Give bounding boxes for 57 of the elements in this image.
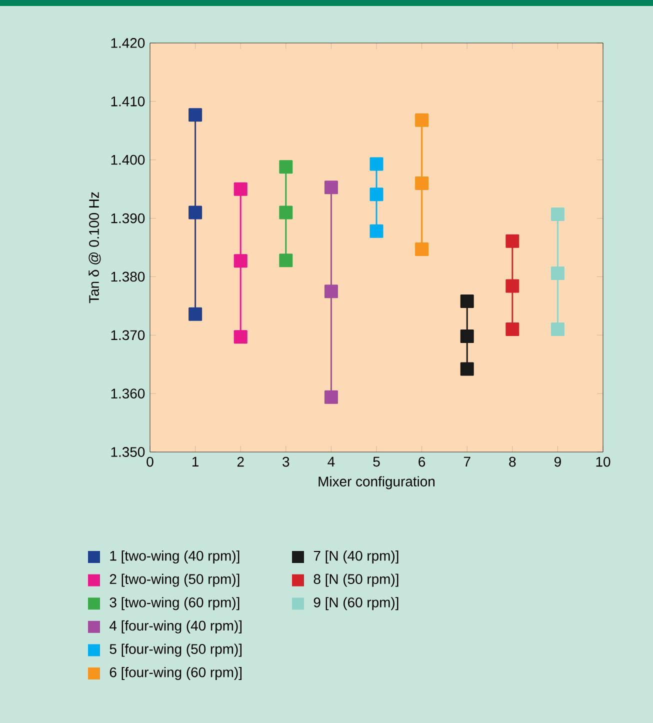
legend-label: 8 [N (50 rpm)] [314, 574, 398, 587]
x-tick-label: 5 [373, 456, 380, 467]
legend-label: 6 [four-wing (60 rpm)] [110, 666, 242, 680]
point [279, 254, 293, 268]
point [415, 113, 429, 127]
legend-label: 5 [four-wing (50 rpm)] [110, 644, 242, 657]
x-axis-title: Mixer configuration [318, 476, 434, 490]
legend-label: 9 [N (60 rpm)] [314, 597, 398, 610]
point [324, 390, 338, 404]
point [234, 254, 248, 268]
legend-label: 2 [two-wing (50 rpm)] [110, 574, 240, 587]
x-tick-label: 4 [328, 456, 335, 466]
point [370, 224, 384, 238]
y-tick-label: 1.390 [111, 213, 145, 224]
y-tick-label: 1.370 [111, 330, 145, 340]
legend-label: 4 [four-wing (40 rpm)] [110, 620, 242, 634]
x-tick-label: 2 [237, 456, 244, 467]
point [460, 362, 474, 376]
y-tick-label: 1.360 [111, 388, 145, 399]
point [460, 294, 474, 308]
x-tick-label: 7 [464, 456, 470, 466]
x-tick-label: 10 [596, 456, 610, 467]
point [550, 266, 564, 280]
x-tick-label: 9 [554, 456, 561, 467]
point [324, 180, 338, 194]
point [415, 176, 429, 190]
y-axis-title: Tan δ @ 0.100 Hz [88, 192, 101, 304]
y-tick-label: 1.400 [111, 154, 145, 165]
point [279, 160, 293, 174]
y-tick-label: 1.410 [111, 96, 145, 106]
point [234, 330, 248, 344]
y-tick-label: 1.380 [111, 272, 145, 282]
legend-label: 7 [N (40 rpm)] [314, 550, 398, 564]
point [370, 157, 384, 171]
point [415, 242, 429, 256]
x-tick-label: 6 [418, 456, 426, 467]
point [506, 234, 520, 248]
point [234, 182, 248, 196]
point [550, 207, 564, 221]
x-tick-label: 8 [509, 456, 516, 467]
legend-label: 1 [two-wing (40 rpm)] [110, 550, 240, 564]
point [324, 284, 338, 298]
legend-label: 3 [two-wing (60 rpm)] [110, 597, 240, 610]
x-tick-label: 1 [192, 456, 198, 466]
x-tick-label: 3 [282, 456, 290, 467]
point [188, 206, 202, 220]
point [506, 279, 520, 293]
y-tick-label: 1.420 [111, 38, 145, 48]
point [188, 307, 202, 321]
x-tick-label: 0 [146, 456, 154, 467]
point [188, 108, 202, 122]
point [506, 322, 520, 336]
point [370, 188, 384, 202]
point [460, 330, 474, 344]
point [279, 206, 293, 220]
y-tick-label: 1.350 [111, 447, 145, 457]
point [550, 322, 564, 336]
